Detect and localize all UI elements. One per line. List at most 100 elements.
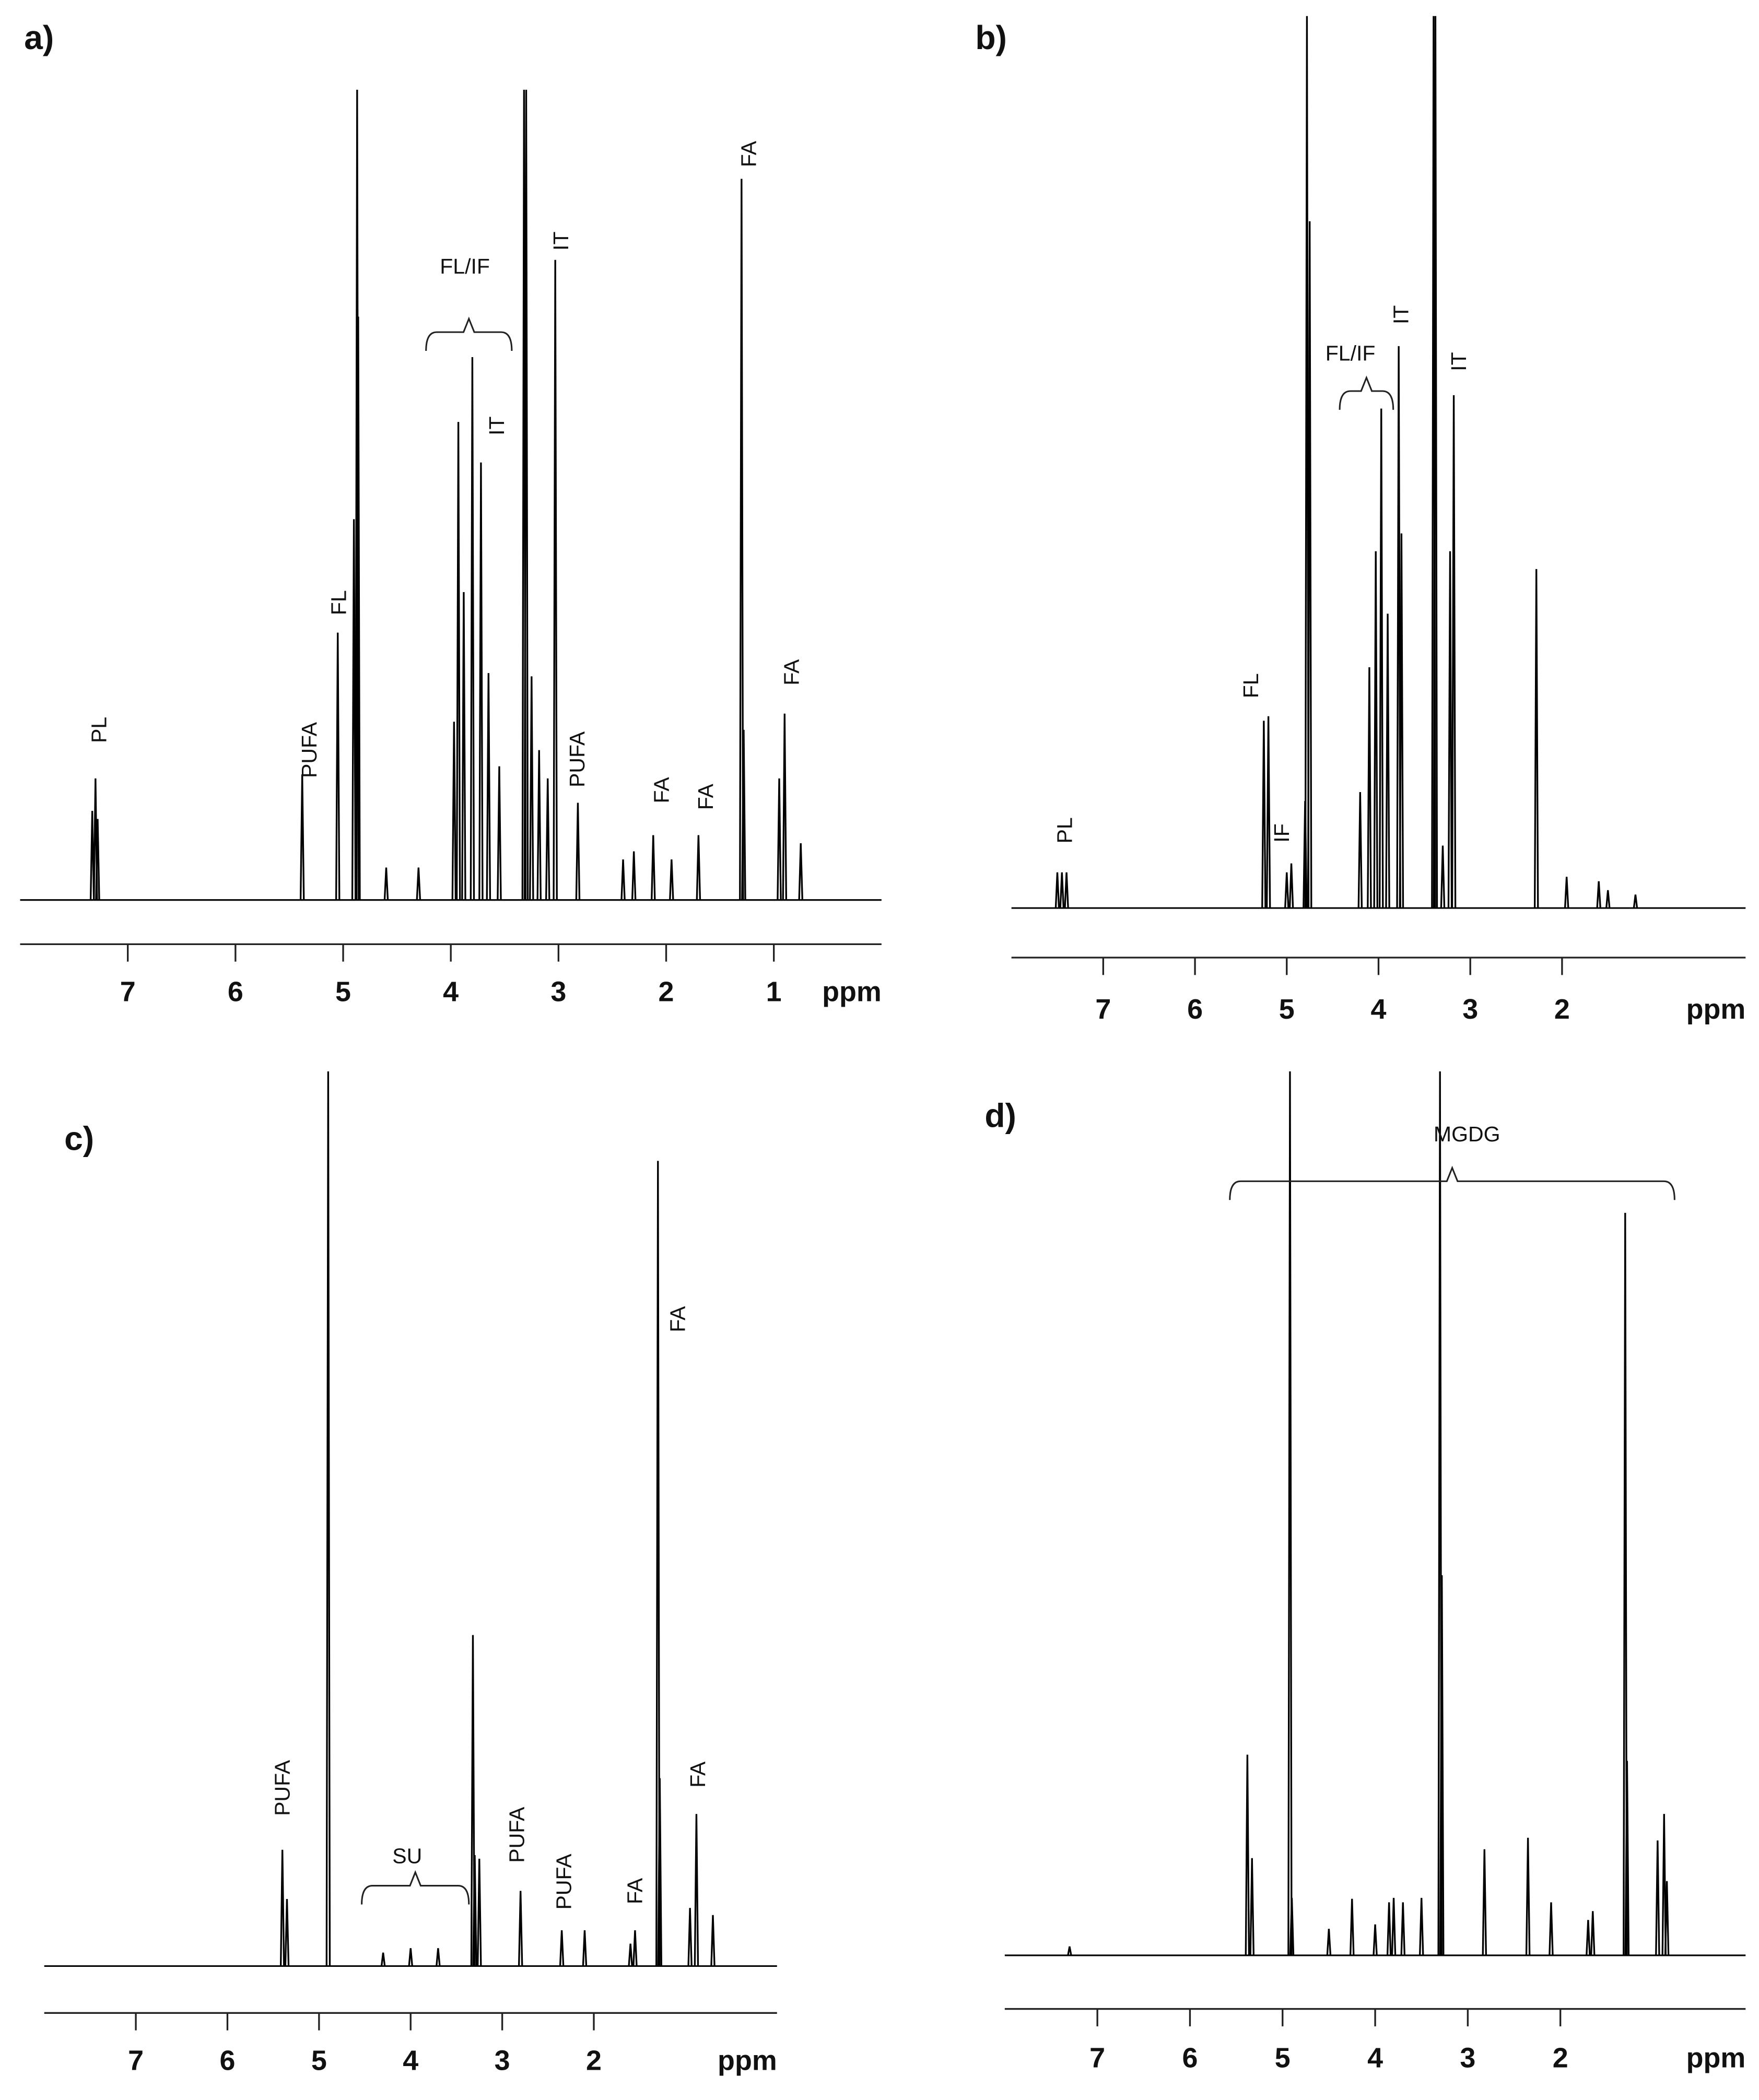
peak-annotation: IT	[549, 231, 573, 250]
peak	[1261, 721, 1267, 909]
peak	[1386, 1902, 1392, 1956]
x-tick-label: 3	[495, 2045, 510, 2076]
peak	[1590, 1911, 1596, 1956]
peak	[1399, 533, 1404, 909]
peak	[1525, 1837, 1531, 1955]
x-tick-label: 5	[1275, 2042, 1291, 2073]
peak-annotation: FA	[623, 1878, 647, 1904]
peak-annotation: FL/IF	[440, 254, 490, 278]
peak	[1326, 1929, 1332, 1956]
peak-annotation: PUFA	[552, 1854, 576, 1910]
peak	[529, 676, 534, 900]
peak-annotation: FA	[694, 783, 718, 810]
peak-annotation: FL	[326, 590, 350, 615]
peak-annotation: PUFA	[565, 731, 589, 787]
peak	[1067, 1946, 1072, 1956]
peak	[1596, 881, 1601, 909]
peak	[559, 1930, 565, 1966]
peak	[89, 810, 95, 900]
peak	[545, 778, 550, 900]
peak-annotation: IT	[1389, 305, 1413, 324]
peak-annotation: PL	[87, 717, 111, 743]
peak	[1249, 1858, 1254, 1956]
peak	[279, 1849, 285, 1966]
peak	[1350, 1898, 1355, 1956]
peak-annotation: FL	[1239, 673, 1263, 698]
peak	[1391, 1897, 1397, 1956]
peak	[1054, 872, 1060, 909]
x-tick-label: 6	[219, 2045, 235, 2076]
peak	[1367, 667, 1372, 909]
x-tick-label: 7	[1095, 994, 1111, 1025]
peak-annotation: FA	[650, 777, 674, 804]
peak	[1447, 551, 1453, 909]
peak	[497, 766, 502, 900]
peak	[1400, 1902, 1406, 1956]
peak-annotation: PUFA	[297, 722, 321, 778]
x-axis-label: ppm	[1686, 2042, 1746, 2073]
peak	[655, 1161, 661, 1966]
peak-annotation: PL	[1053, 817, 1077, 843]
peak	[1064, 872, 1069, 909]
peak	[416, 867, 421, 900]
peak-annotation: FA	[686, 1761, 710, 1788]
peak	[741, 729, 746, 900]
bracket	[1229, 1165, 1675, 1200]
peak	[1418, 1897, 1424, 1956]
peak	[461, 592, 466, 900]
peak	[472, 1855, 477, 1966]
peak	[1624, 1761, 1630, 1955]
peak	[710, 1915, 716, 1966]
x-tick-label: 7	[128, 2045, 144, 2076]
peak	[1586, 1920, 1591, 1956]
peak-annotation: IT	[485, 416, 509, 435]
peak	[628, 1943, 633, 1966]
peak-annotation: FA	[779, 659, 803, 686]
bracket	[425, 316, 513, 351]
peak	[1373, 551, 1378, 909]
peak	[1533, 569, 1539, 909]
peak	[1396, 346, 1401, 909]
peak	[383, 867, 389, 900]
peak	[523, 89, 529, 900]
peak	[1245, 1754, 1250, 1955]
bracket	[361, 1870, 470, 1905]
peak	[1605, 890, 1611, 909]
peak	[651, 835, 656, 900]
peak	[1440, 845, 1446, 909]
peak	[553, 259, 558, 900]
peak	[1439, 1575, 1445, 1955]
peak	[299, 774, 305, 900]
x-tick-label: 1	[766, 976, 782, 1008]
x-tick-label: 6	[1182, 2042, 1198, 2073]
peak-annotation: SU	[392, 1844, 422, 1868]
peak	[455, 422, 461, 900]
peak	[451, 722, 457, 900]
peak	[284, 1898, 290, 1966]
peak	[1482, 1849, 1487, 1955]
peak	[632, 1930, 638, 1966]
peak	[582, 1930, 588, 1966]
x-tick-label: 2	[1554, 994, 1570, 1025]
x-axis-label: ppm	[822, 976, 882, 1008]
peak	[408, 1948, 413, 1966]
peak	[1357, 792, 1363, 909]
peak	[777, 778, 782, 900]
x-tick-label: 7	[120, 976, 136, 1008]
peak	[1287, 1071, 1293, 1955]
x-tick-label: 4	[443, 976, 459, 1008]
bracket	[1339, 375, 1394, 410]
peak	[657, 1778, 663, 1966]
x-tick-label: 3	[550, 976, 566, 1008]
peak	[669, 859, 674, 900]
x-tick-label: 7	[1089, 2042, 1105, 2073]
peak	[477, 1858, 482, 1966]
x-tick-label: 3	[1460, 2042, 1475, 2073]
peak	[798, 843, 803, 900]
peak	[1623, 1212, 1628, 1955]
peak	[1265, 716, 1271, 909]
x-tick-label: 2	[586, 2045, 602, 2076]
peak	[687, 1908, 693, 1966]
